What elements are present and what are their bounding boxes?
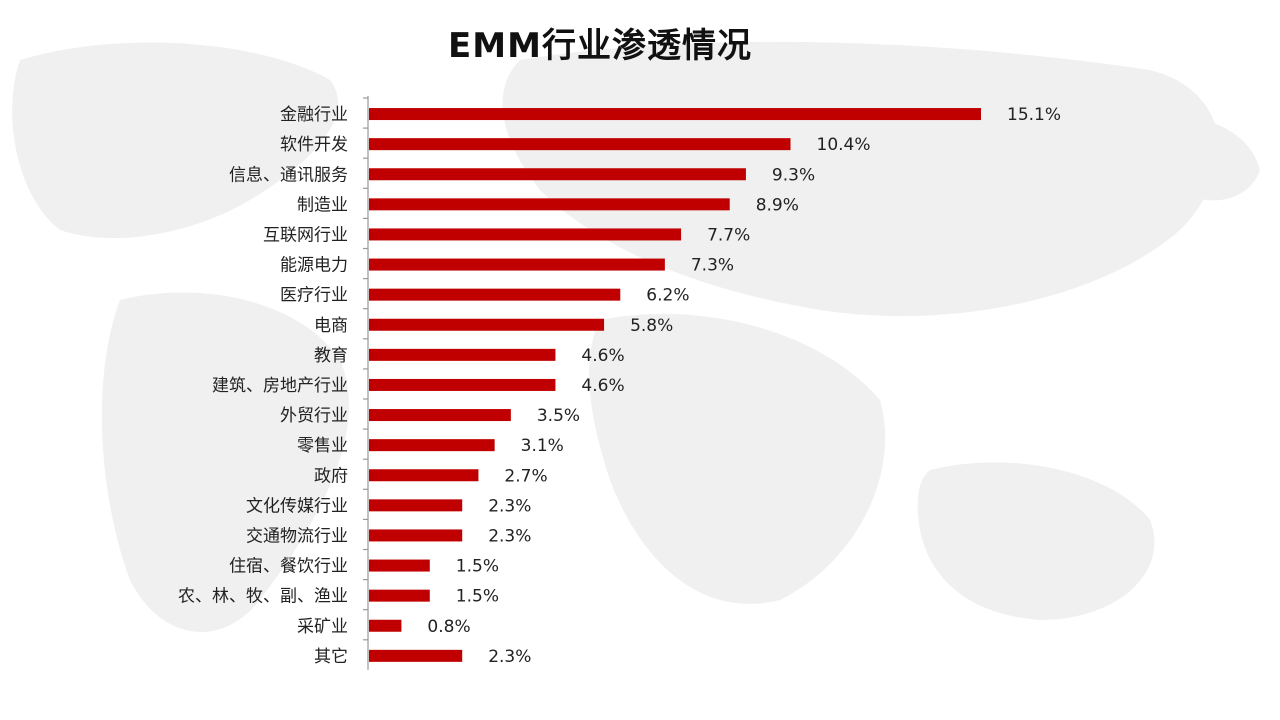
data-label: 2.3% xyxy=(488,526,531,546)
data-label: 3.1% xyxy=(521,436,564,456)
category-label: 电商 xyxy=(314,316,348,336)
bar xyxy=(369,409,511,422)
bar xyxy=(369,198,730,211)
data-label: 6.2% xyxy=(646,286,689,306)
bar xyxy=(369,499,463,512)
bar xyxy=(369,378,556,391)
category-label: 制造业 xyxy=(297,195,348,215)
category-label: 互联网行业 xyxy=(263,225,348,245)
data-label: 1.5% xyxy=(456,587,499,607)
bar xyxy=(369,469,479,482)
data-label: 0.8% xyxy=(427,617,470,637)
category-label: 零售业 xyxy=(297,436,348,456)
data-label: 4.6% xyxy=(581,376,624,396)
category-label: 采矿业 xyxy=(297,617,348,637)
category-label: 金融行业 xyxy=(280,105,348,125)
bar xyxy=(369,619,402,632)
data-label: 2.3% xyxy=(488,647,531,667)
bar xyxy=(369,258,665,271)
data-label: 7.7% xyxy=(707,225,750,245)
bar xyxy=(369,108,981,121)
data-label: 2.7% xyxy=(504,466,547,486)
category-label: 软件开发 xyxy=(280,135,348,155)
category-label: 交通物流行业 xyxy=(246,526,348,546)
category-label: 住宿、餐饮行业 xyxy=(229,557,348,577)
data-label: 15.1% xyxy=(1007,105,1061,125)
data-label: 9.3% xyxy=(772,165,815,185)
bar xyxy=(369,288,621,301)
bar xyxy=(369,589,430,602)
bar xyxy=(369,559,430,572)
bar xyxy=(369,138,791,151)
bar xyxy=(369,529,463,542)
data-label: 7.3% xyxy=(691,256,734,276)
category-label: 教育 xyxy=(314,346,348,366)
category-label: 政府 xyxy=(314,466,348,486)
chart-marks: 金融行业 15.1% 软件开发 10.4% 信息、通讯服务 9.3% 制造业 8.9% 互联网行… xyxy=(178,96,1061,670)
bar xyxy=(369,439,495,452)
category-label: 外贸行业 xyxy=(280,406,348,426)
data-label: 3.5% xyxy=(537,406,580,426)
category-label: 建筑、房地产行业 xyxy=(212,376,348,396)
bar xyxy=(369,649,463,662)
chart-title: EMM行业渗透情况 xyxy=(448,26,752,66)
category-label: 医疗行业 xyxy=(280,286,348,306)
category-label: 能源电力 xyxy=(280,256,348,276)
bar xyxy=(369,168,746,181)
data-label: 10.4% xyxy=(817,135,871,155)
data-label: 4.6% xyxy=(581,346,624,366)
category-label: 信息、通讯服务 xyxy=(229,165,348,185)
data-label: 5.8% xyxy=(630,316,673,336)
bar xyxy=(369,348,556,361)
category-label: 其它 xyxy=(314,647,348,667)
data-label: 8.9% xyxy=(756,195,799,215)
category-label: 农、林、牧、副、渔业 xyxy=(178,587,348,607)
data-label: 2.3% xyxy=(488,496,531,516)
bar xyxy=(369,318,605,331)
data-label: 1.5% xyxy=(456,557,499,577)
bar xyxy=(369,228,682,241)
category-label: 文化传媒行业 xyxy=(246,496,348,516)
